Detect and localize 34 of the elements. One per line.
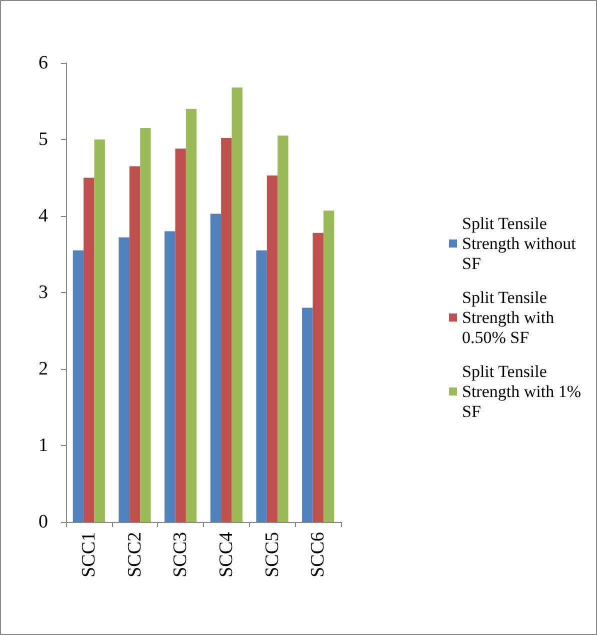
x-tick-label: SCC3	[170, 532, 192, 578]
bar	[94, 140, 105, 522]
bar	[266, 175, 278, 522]
bar	[164, 231, 176, 522]
bar	[140, 128, 151, 522]
bar	[210, 214, 222, 522]
bar	[232, 87, 242, 522]
x-tick-label: SCC5	[262, 532, 283, 578]
bar	[84, 178, 94, 522]
bar	[278, 136, 288, 522]
y-tick-label: 0	[38, 512, 48, 532]
legend-label: Split Tensile Strength with 1% SF	[462, 362, 582, 421]
x-tick-label: SCC4	[216, 532, 237, 578]
x-tick-label: SCC6	[308, 532, 329, 578]
x-tick-label: SCC1	[78, 532, 100, 578]
legend-label: Split Tensile Strength without SF	[462, 214, 576, 273]
bar	[129, 166, 140, 522]
y-tick-label: 1	[38, 435, 48, 456]
bar	[186, 108, 197, 522]
bar	[312, 232, 324, 522]
bar	[118, 237, 130, 522]
bar	[302, 308, 313, 522]
y-tick-label: 4	[38, 206, 48, 226]
bar	[72, 250, 84, 522]
bar	[256, 250, 267, 522]
legend-label: Split Tensile Strength with 0.50% SF	[462, 288, 555, 347]
x-tick-label: SCC2	[124, 532, 146, 578]
y-tick-label: 3	[38, 282, 48, 303]
y-tick-label: 5	[38, 129, 48, 150]
bar	[221, 138, 232, 522]
y-tick-label: 6	[38, 52, 48, 74]
bar	[323, 210, 334, 522]
bar	[175, 148, 186, 522]
y-tick-label: 2	[38, 358, 48, 380]
